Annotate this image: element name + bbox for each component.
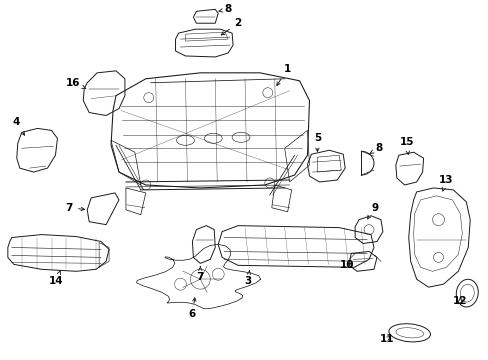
Text: 8: 8: [369, 143, 382, 153]
Text: 15: 15: [399, 137, 413, 154]
Text: 8: 8: [219, 4, 231, 14]
Text: 16: 16: [66, 78, 86, 89]
Text: 9: 9: [367, 203, 378, 219]
Text: 7: 7: [196, 267, 203, 282]
Text: 1: 1: [276, 64, 291, 86]
Text: 13: 13: [438, 175, 453, 191]
Text: 5: 5: [313, 133, 321, 152]
Text: 4: 4: [12, 117, 24, 135]
Text: 3: 3: [244, 271, 251, 286]
Text: 10: 10: [339, 260, 354, 270]
Text: 7: 7: [65, 203, 84, 213]
Text: 2: 2: [221, 18, 241, 35]
Text: 6: 6: [188, 298, 196, 319]
Text: 12: 12: [452, 296, 467, 306]
Text: 14: 14: [49, 271, 63, 286]
Text: 11: 11: [379, 334, 393, 344]
